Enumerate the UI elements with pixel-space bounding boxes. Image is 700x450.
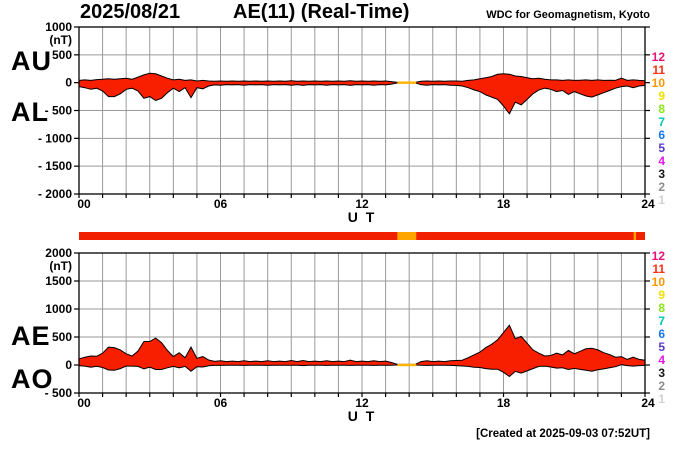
svg-text:0: 0 — [65, 358, 72, 372]
svg-text:4: 4 — [658, 154, 665, 168]
svg-text:1: 1 — [658, 392, 665, 406]
label-al: AL — [11, 97, 49, 127]
svg-text:18: 18 — [497, 396, 511, 410]
svg-text:1000: 1000 — [45, 302, 72, 316]
svg-text:500: 500 — [52, 330, 72, 344]
svg-text:3: 3 — [658, 167, 665, 181]
au-al-data-gap — [397, 81, 417, 84]
svg-text:24: 24 — [641, 396, 655, 410]
svg-text:9: 9 — [658, 89, 665, 103]
svg-text:10: 10 — [652, 275, 666, 289]
svg-text:2: 2 — [658, 180, 665, 194]
svg-text:4: 4 — [658, 353, 665, 367]
svg-text:5: 5 — [658, 340, 665, 354]
svg-text:1500: 1500 — [45, 274, 72, 288]
svg-text:5: 5 — [658, 141, 665, 155]
au-al-ticks — [74, 26, 650, 198]
svg-text:12: 12 — [652, 50, 666, 64]
svg-text:- 1500: - 1500 — [38, 159, 72, 173]
svg-text:2000: 2000 — [45, 246, 72, 260]
svg-text:- 500: - 500 — [45, 386, 73, 400]
svg-text:500: 500 — [52, 48, 72, 62]
ae-ao-axis-labels: 2000 1500 1000 500 0 - 500 (nT) 00 06 12 18 24 U T — [45, 246, 655, 424]
svg-text:18: 18 — [497, 197, 511, 211]
svg-text:U T: U T — [348, 209, 377, 225]
au-al-panel: 1000 500 0 - 500 - 1000 - 1500 - 2000 (nT) 00 06 1… — [38, 20, 665, 225]
svg-text:8: 8 — [658, 301, 665, 315]
label-ao: AO — [11, 364, 54, 394]
svg-text:6: 6 — [658, 128, 665, 142]
plot-date: 2025/08/21 — [80, 1, 181, 23]
svg-text:11: 11 — [652, 63, 665, 77]
au-al-axis-labels: 1000 500 0 - 500 - 1000 - 1500 - 2000 (nT) 00 06 1… — [38, 20, 655, 225]
svg-text:(nT): (nT) — [49, 259, 72, 273]
svg-text:24: 24 — [641, 197, 655, 211]
svg-text:6: 6 — [658, 327, 665, 341]
svg-text:7: 7 — [658, 115, 665, 129]
au-al-grid — [79, 27, 645, 194]
svg-text:- 500: - 500 — [45, 104, 73, 118]
label-ae: AE — [11, 321, 51, 351]
source-credit: WDC for Geomagnetism, Kyoto — [486, 9, 650, 21]
svg-text:00: 00 — [77, 396, 91, 410]
svg-text:8: 8 — [658, 102, 665, 116]
svg-text:2: 2 — [658, 379, 665, 393]
svg-text:- 1000: - 1000 — [38, 131, 72, 145]
svg-text:0: 0 — [65, 76, 72, 90]
created-timestamp: [Created at 2025-09-03 07:52UT] — [476, 428, 650, 440]
svg-text:U T: U T — [348, 408, 377, 424]
ae-ao-ticks — [74, 252, 650, 397]
svg-text:1: 1 — [658, 193, 665, 207]
svg-text:06: 06 — [214, 396, 228, 410]
svg-text:- 2000: - 2000 — [38, 187, 72, 201]
ae-ao-data-gap — [397, 363, 417, 367]
svg-text:00: 00 — [77, 197, 91, 211]
activity-level-bar — [79, 232, 645, 240]
svg-text:7: 7 — [658, 314, 665, 328]
label-au: AU — [11, 46, 52, 76]
svg-text:06: 06 — [214, 197, 228, 211]
svg-text:(nT): (nT) — [49, 33, 72, 47]
svg-text:1000: 1000 — [45, 20, 72, 34]
svg-text:9: 9 — [658, 288, 665, 302]
svg-text:12: 12 — [355, 396, 369, 410]
ae-ao-grid — [79, 253, 645, 393]
plot-title: AE(11) (Real-Time) — [233, 1, 410, 23]
svg-text:12: 12 — [355, 197, 369, 211]
svg-text:10: 10 — [652, 76, 666, 90]
svg-text:11: 11 — [652, 262, 665, 276]
svg-text:12: 12 — [652, 249, 666, 263]
svg-text:3: 3 — [658, 366, 665, 380]
